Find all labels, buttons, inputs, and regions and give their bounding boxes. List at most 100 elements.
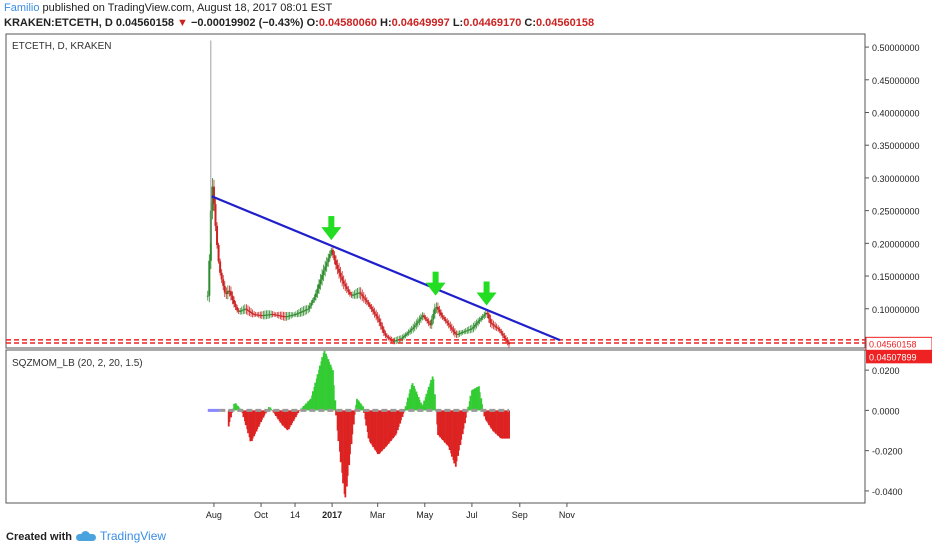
momentum-bar bbox=[270, 409, 273, 411]
momentum-bar bbox=[314, 382, 317, 411]
momentum-bar bbox=[485, 410, 488, 422]
momentum-bar bbox=[249, 410, 252, 442]
candle-body bbox=[469, 328, 472, 330]
momentum-bar bbox=[352, 410, 355, 425]
candle-body bbox=[497, 327, 500, 330]
candle-body bbox=[297, 312, 300, 314]
momentum-bar bbox=[502, 410, 504, 439]
candle-body bbox=[467, 329, 470, 331]
momentum-bar bbox=[344, 410, 347, 498]
arrow-shaft bbox=[328, 216, 335, 229]
low-value: 0.04469170 bbox=[463, 17, 522, 29]
momentum-bar bbox=[328, 361, 331, 411]
candle-body bbox=[334, 260, 337, 265]
candle-body bbox=[365, 300, 368, 303]
momentum-bar bbox=[302, 405, 305, 411]
candle-body bbox=[379, 322, 382, 326]
candle-body bbox=[330, 249, 333, 255]
momentum-bar bbox=[349, 410, 351, 455]
tradingview-logo[interactable]: TradingView bbox=[76, 529, 166, 543]
candle-body bbox=[336, 264, 339, 269]
momentum-bar bbox=[358, 401, 361, 411]
footer: Created with TradingView bbox=[0, 524, 932, 550]
momentum-bar bbox=[432, 379, 435, 411]
publish-line: Familio published on TradingView.com, Au… bbox=[4, 2, 332, 14]
candle-body bbox=[381, 325, 384, 330]
momentum-bar bbox=[407, 397, 409, 411]
momentum-bar bbox=[318, 365, 321, 411]
candle-body bbox=[314, 293, 317, 298]
symbol-label: KRAKEN:ETCETH, D bbox=[4, 17, 113, 29]
candle-body bbox=[387, 336, 390, 339]
momentum-bar bbox=[277, 410, 280, 420]
momentum-bar bbox=[254, 410, 256, 434]
candle-body bbox=[458, 333, 461, 335]
candle-body bbox=[487, 314, 490, 319]
candle-body bbox=[211, 186, 214, 211]
candle-body bbox=[436, 306, 439, 310]
candle-body bbox=[460, 332, 463, 334]
momentum-bar bbox=[351, 410, 354, 435]
candle-body bbox=[263, 314, 266, 316]
momentum-bar bbox=[274, 410, 277, 416]
candle-body bbox=[361, 294, 364, 297]
candle-body bbox=[424, 317, 427, 320]
momentum-bar bbox=[476, 386, 479, 411]
momentum-pane[interactable] bbox=[5, 349, 866, 504]
candle-body bbox=[358, 292, 361, 294]
candle-body bbox=[279, 315, 282, 317]
candle-body bbox=[356, 292, 359, 294]
candle-body bbox=[426, 319, 429, 322]
momentum-bar bbox=[332, 385, 335, 411]
candle-body bbox=[225, 292, 228, 295]
x-tick-label: 14 bbox=[290, 510, 300, 520]
candle-body bbox=[486, 312, 489, 315]
candle-body bbox=[251, 312, 254, 314]
candle-body bbox=[396, 339, 399, 341]
candle-body bbox=[299, 312, 302, 314]
candle-body bbox=[305, 309, 308, 311]
candle-body bbox=[206, 295, 209, 297]
author-link[interactable]: Familio bbox=[4, 2, 40, 14]
change-value: −0.00019902 (−0.43%) bbox=[190, 17, 304, 29]
candle-body bbox=[415, 323, 418, 326]
candle-body bbox=[288, 315, 291, 317]
momentum-bar bbox=[395, 410, 398, 434]
candle-body bbox=[450, 327, 453, 330]
candle-body bbox=[276, 314, 279, 316]
candle-body bbox=[231, 295, 234, 301]
candle-body bbox=[338, 268, 341, 273]
candle-body bbox=[489, 318, 492, 324]
momentum-bar bbox=[462, 410, 465, 429]
candle-body bbox=[331, 249, 334, 256]
candle-body bbox=[311, 300, 314, 303]
x-tick-label: 2017 bbox=[322, 510, 342, 520]
candle-body bbox=[304, 310, 307, 312]
high-label: H: bbox=[380, 17, 392, 29]
momentum-bar bbox=[342, 410, 344, 484]
momentum-bar bbox=[362, 406, 365, 411]
price-y-tick-label: 0.40000000 bbox=[872, 109, 920, 119]
candle-body bbox=[239, 310, 242, 312]
candle-body bbox=[435, 306, 438, 309]
candle-body bbox=[248, 310, 251, 312]
momentum-bar bbox=[455, 410, 458, 462]
momentum-bar bbox=[291, 410, 293, 424]
candle-body bbox=[208, 260, 211, 296]
candle-body bbox=[271, 314, 274, 316]
candle-body bbox=[344, 283, 347, 287]
candle-body bbox=[359, 292, 362, 295]
momentum-bar bbox=[425, 393, 428, 411]
price-y-tick-label: 0.15000000 bbox=[872, 272, 920, 282]
price-pane[interactable] bbox=[5, 33, 866, 349]
momentum-bar bbox=[335, 410, 337, 416]
support-price-tag bbox=[866, 350, 932, 364]
candle-body bbox=[256, 314, 259, 316]
candle-body bbox=[240, 310, 243, 312]
momentum-bar bbox=[404, 406, 407, 411]
momentum-bar bbox=[293, 410, 296, 420]
candle-body bbox=[392, 340, 395, 342]
momentum-bar bbox=[316, 374, 319, 411]
momentum-bar bbox=[506, 410, 509, 439]
